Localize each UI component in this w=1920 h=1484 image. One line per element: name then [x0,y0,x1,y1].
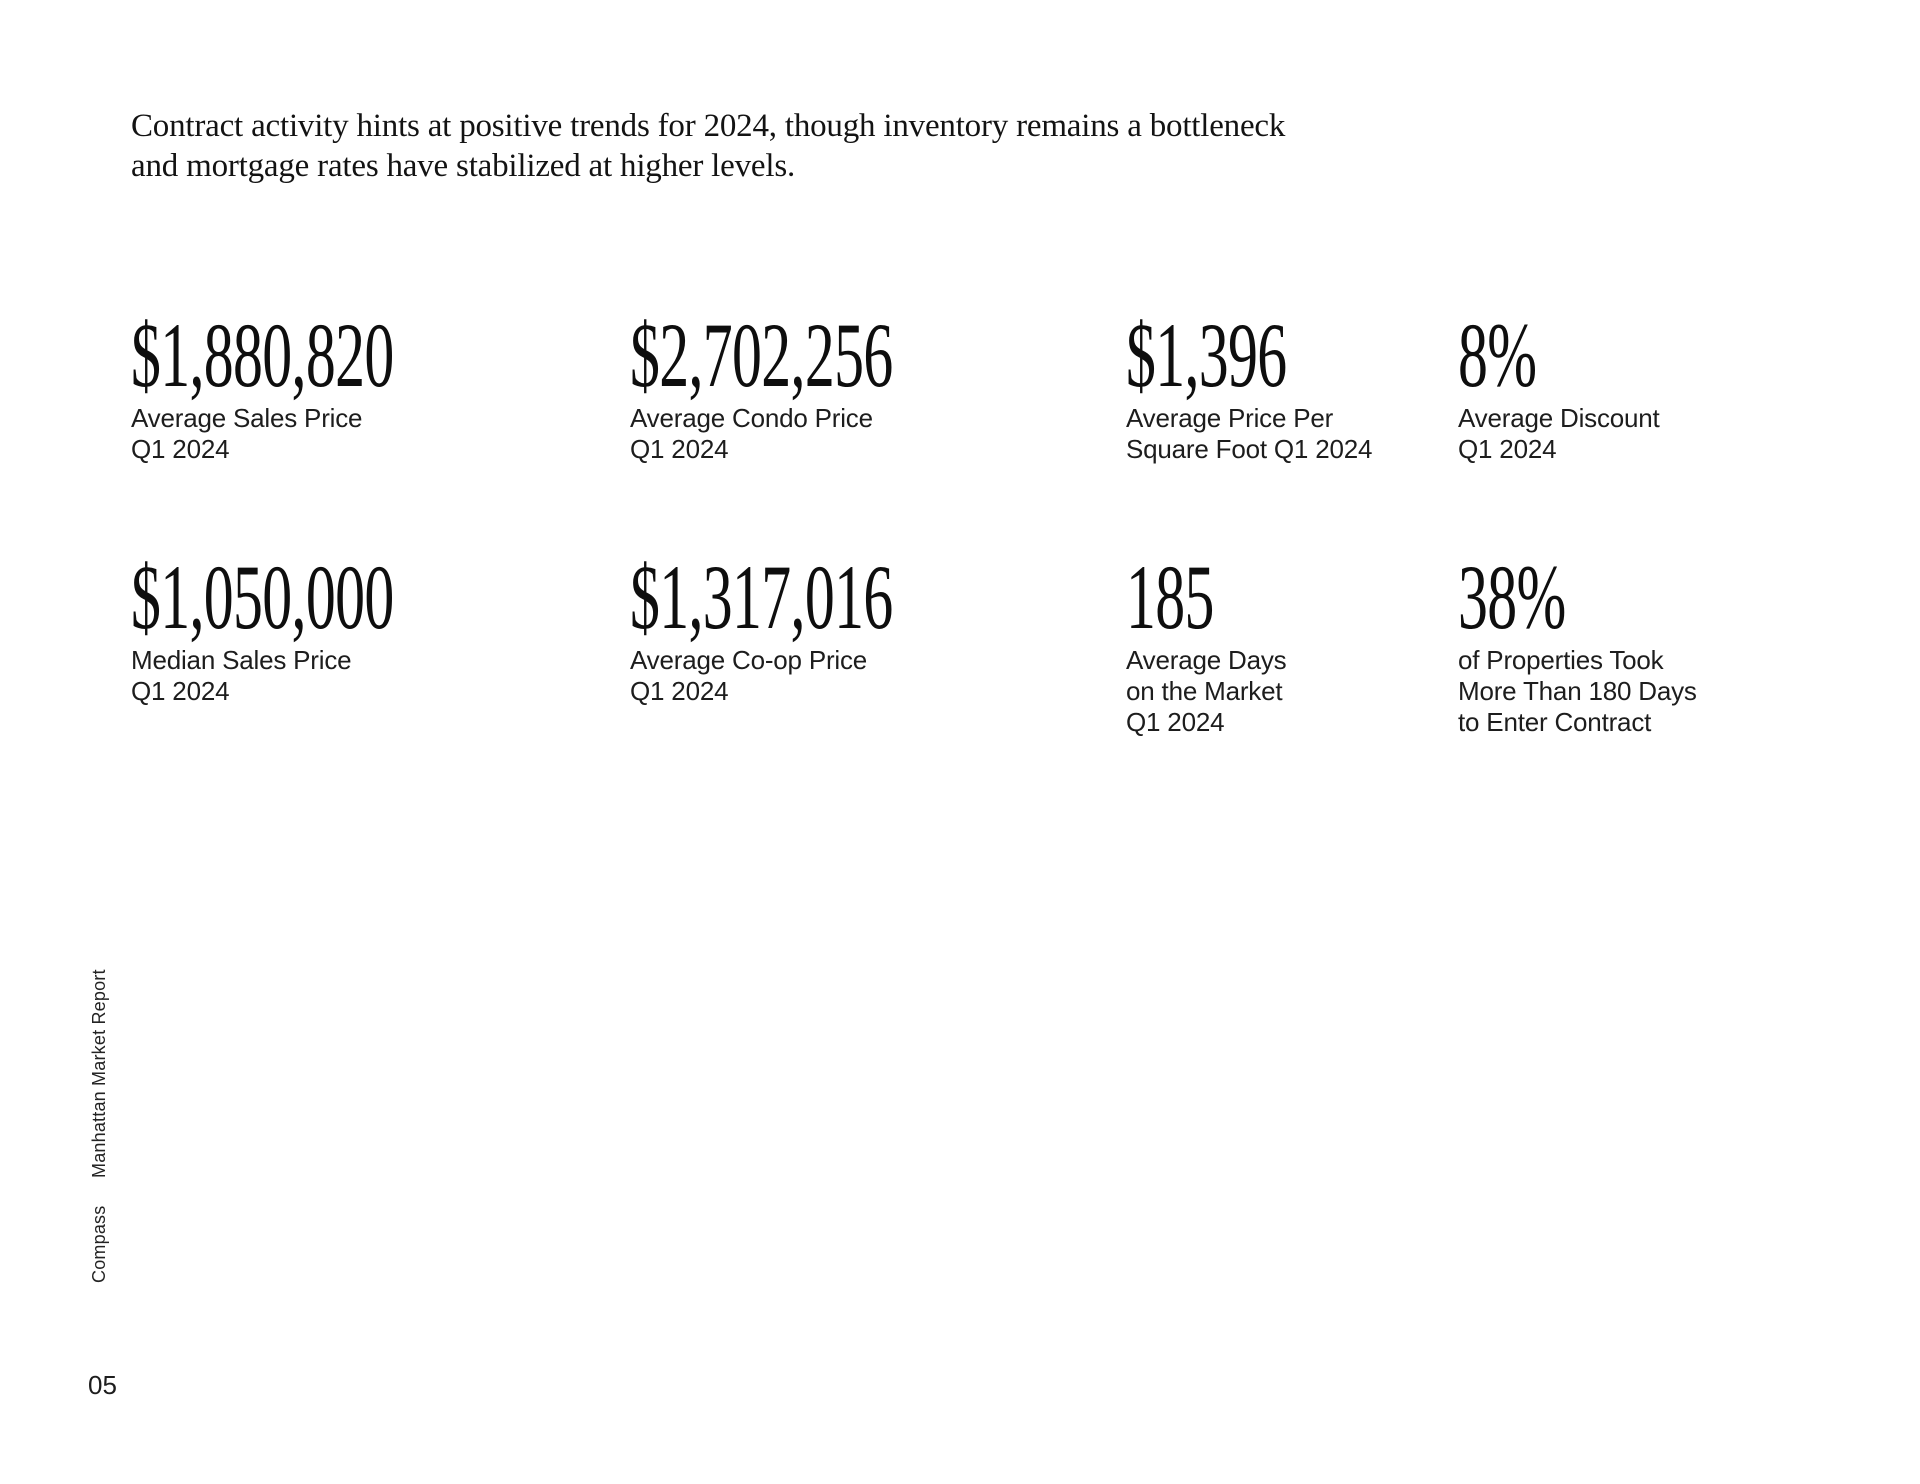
stat-value: $1,050,000 [131,546,394,648]
stat-average-coop-price: $1,317,016 Average Co-op Price Q1 2024 [630,551,1126,738]
stat-label-line: Q1 2024 [630,434,729,464]
stat-label-line: More Than 180 Days [1458,676,1697,706]
stat-label: Median Sales Price Q1 2024 [131,645,600,707]
stat-value: 8% [1458,304,1537,406]
stat-average-sales-price: $1,880,820 Average Sales Price Q1 2024 [131,309,630,551]
stat-label-line: Q1 2024 [630,676,729,706]
stat-label-line: Average Sales Price [131,403,363,433]
page-headline: Contract activity hints at positive tren… [131,106,1531,186]
stat-label-line: of Properties Took [1458,645,1664,675]
stat-label-line: Q1 2024 [131,676,230,706]
stat-properties-over-180-days: 38% of Properties Took More Than 180 Day… [1458,551,1727,738]
stat-label-line: Median Sales Price [131,645,352,675]
stat-label: Average Condo Price Q1 2024 [630,403,1096,465]
stat-label: Average Days on the Market Q1 2024 [1126,645,1428,738]
stat-average-days-on-market: 185 Average Days on the Market Q1 2024 [1126,551,1458,738]
stat-average-discount: 8% Average Discount Q1 2024 [1458,309,1727,551]
stat-value: $1,317,016 [630,546,893,648]
stat-label-line: Average Condo Price [630,403,873,433]
sidebar-vertical-text: Compass Manhattan Market Report [88,953,110,1283]
headline-line-1: Contract activity hints at positive tren… [131,108,1286,144]
stat-label-line: Average Days [1126,645,1287,675]
stat-label-line: Average Discount [1458,403,1660,433]
stat-value: $1,880,820 [131,304,394,406]
headline-line-2: and mortgage rates have stabilized at hi… [131,148,796,184]
stat-label: Average Sales Price Q1 2024 [131,403,600,465]
stat-label: Average Co-op Price Q1 2024 [630,645,1096,707]
stat-label-line: Q1 2024 [131,434,230,464]
stat-label: Average Discount Q1 2024 [1458,403,1697,465]
stat-label-line: Average Co-op Price [630,645,868,675]
stat-label-line: Q1 2024 [1126,707,1225,737]
stat-label: of Properties Took More Than 180 Days to… [1458,645,1697,738]
stat-value: $1,396 [1126,304,1287,406]
stat-average-price-per-square-foot: $1,396 Average Price Per Square Foot Q1 … [1126,309,1458,551]
stat-value: 185 [1126,546,1214,648]
page-number: 05 [88,1370,117,1400]
sidebar-report-title: Manhattan Market Report [89,969,109,1179]
stat-value: 38% [1458,546,1566,648]
stat-label-line: Average Price Per [1126,403,1334,433]
stat-value: $2,702,256 [630,304,893,406]
stat-label: Average Price Per Square Foot Q1 2024 [1126,403,1428,465]
stat-label-line: Q1 2024 [1458,434,1557,464]
sidebar-brand-label: Compass [89,1205,109,1283]
stats-grid: $1,880,820 Average Sales Price Q1 2024 $… [131,309,1727,738]
stat-median-sales-price: $1,050,000 Median Sales Price Q1 2024 [131,551,630,738]
stat-label-line: on the Market [1126,676,1283,706]
stat-label-line: to Enter Contract [1458,707,1652,737]
stat-average-condo-price: $2,702,256 Average Condo Price Q1 2024 [630,309,1126,551]
stat-label-line: Square Foot Q1 2024 [1126,434,1373,464]
